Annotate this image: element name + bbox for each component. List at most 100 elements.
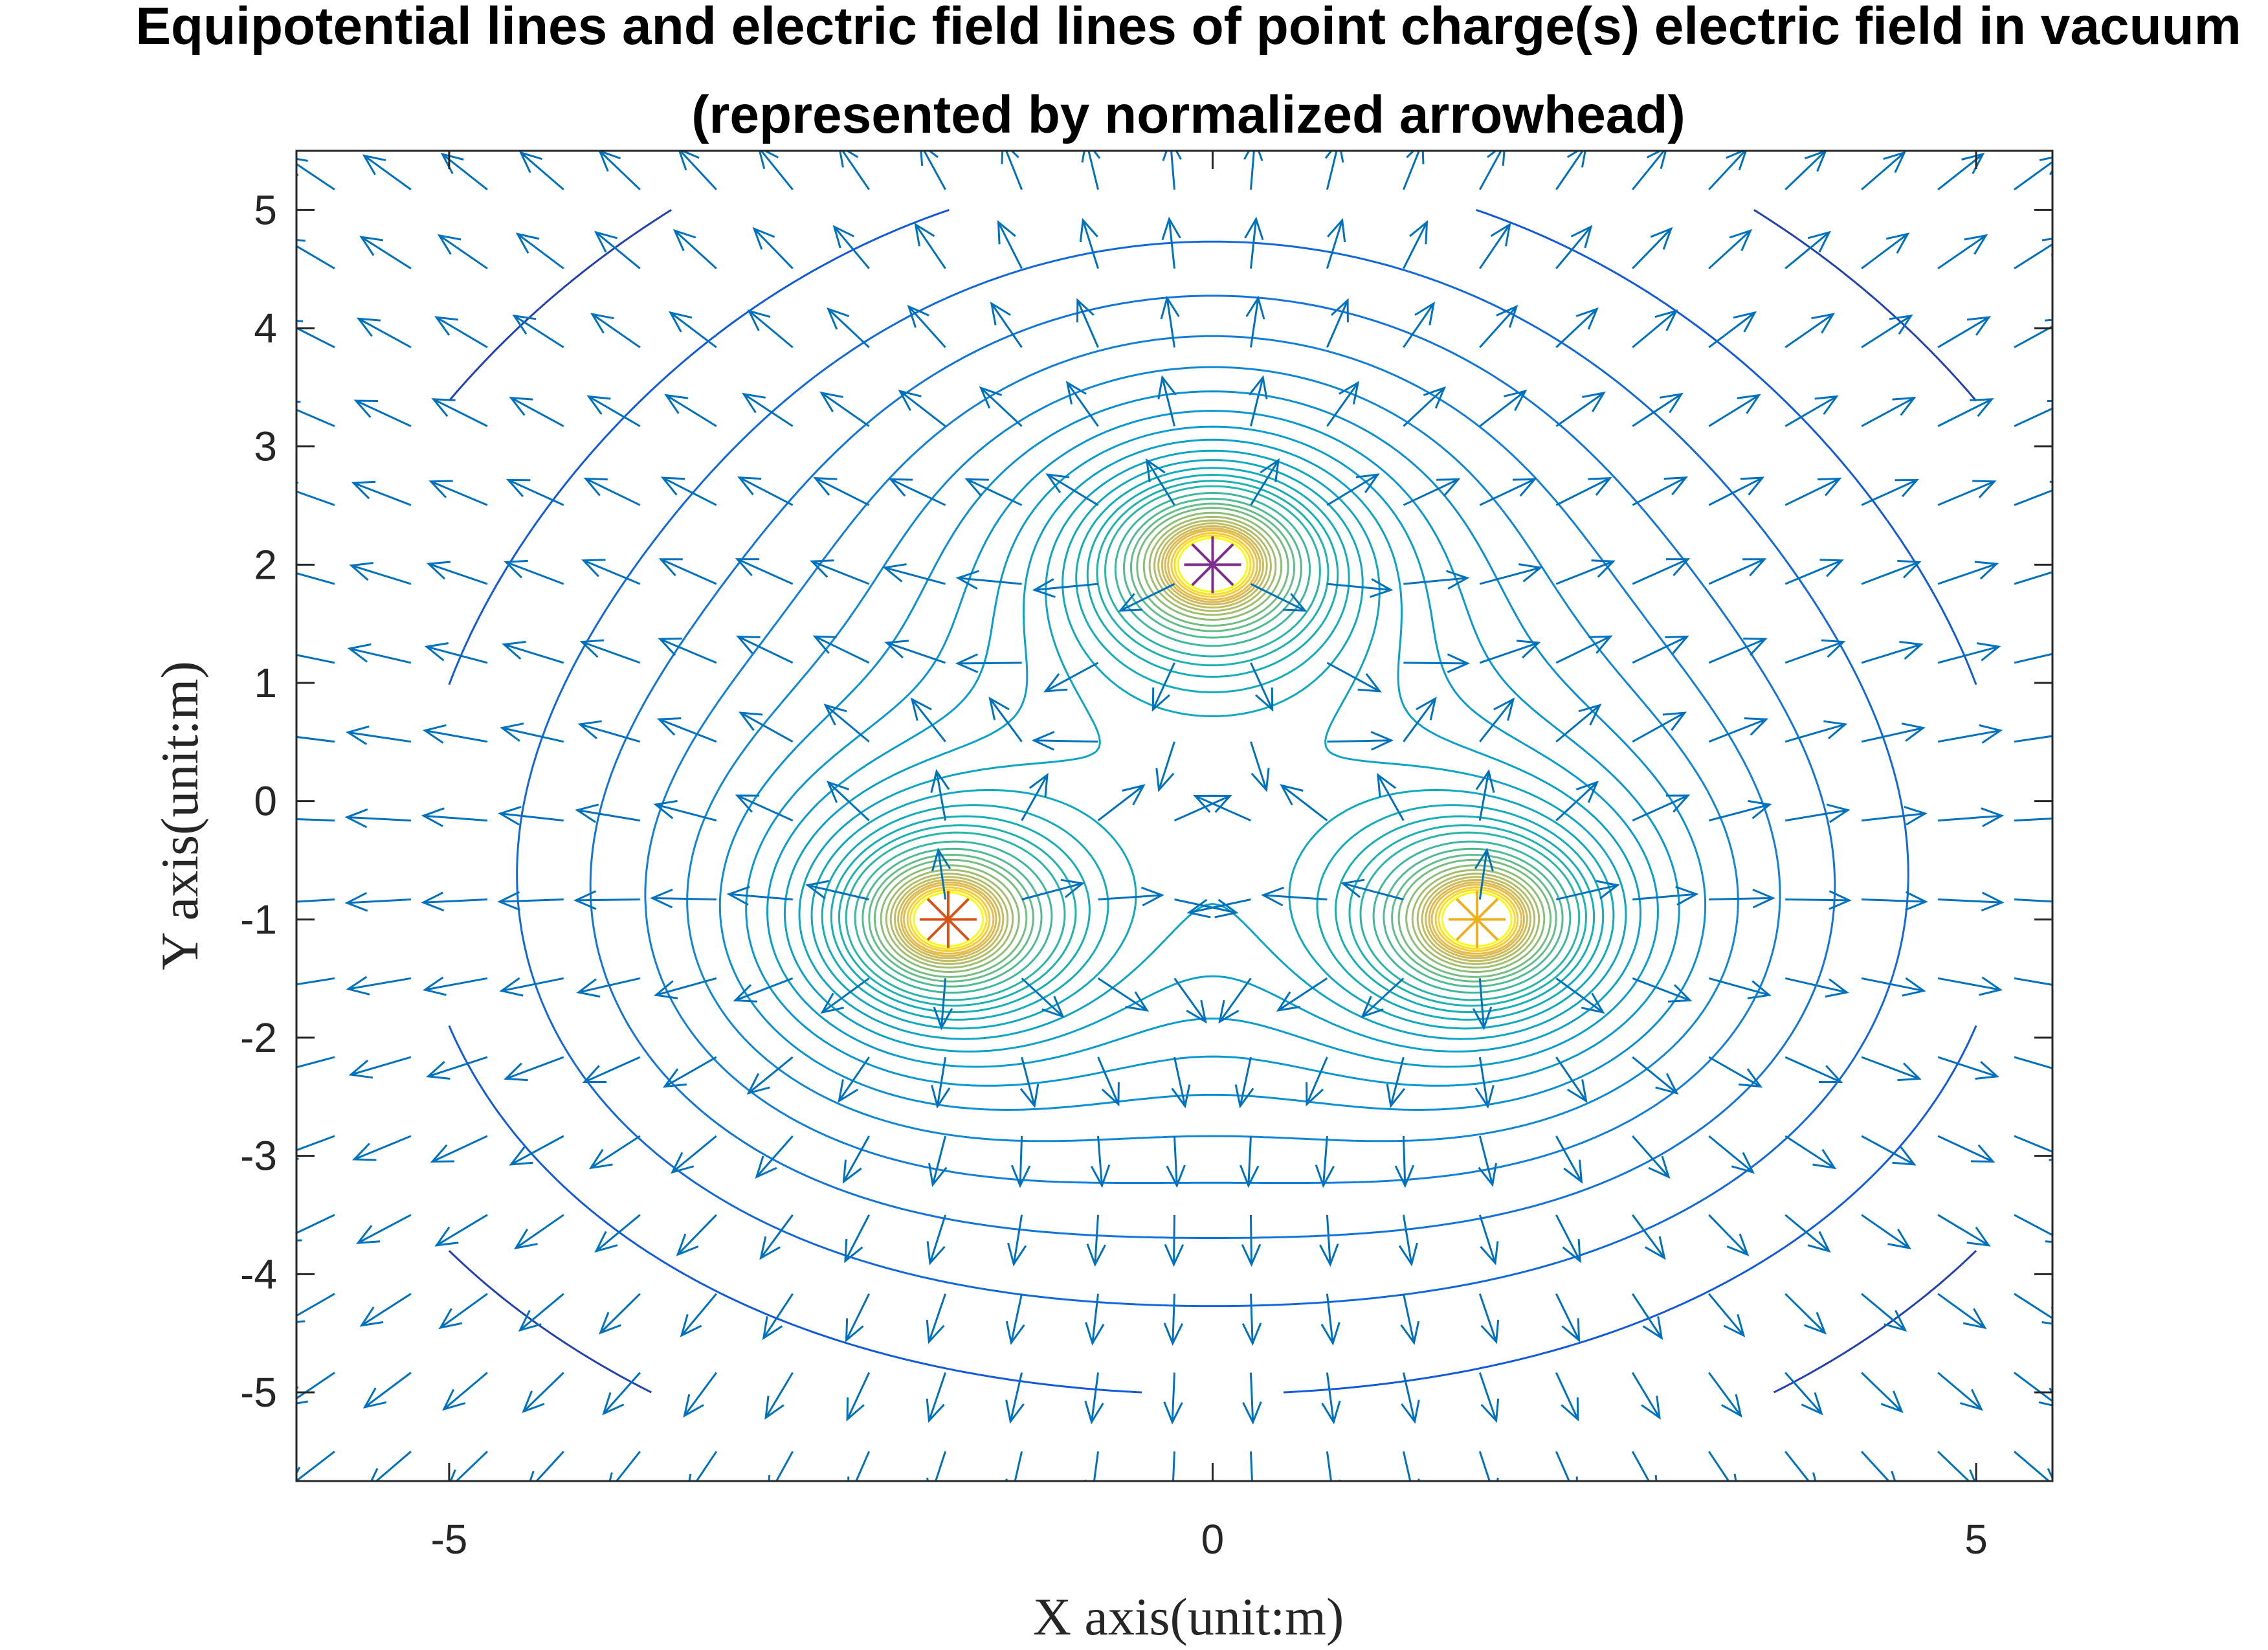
field-arrow: [1632, 1056, 1679, 1095]
field-arrow: [1632, 886, 1699, 906]
field-arrow: [653, 977, 717, 999]
field-arrow: [888, 478, 946, 506]
charge-marker: [1449, 891, 1506, 948]
field-arrow: [1043, 662, 1099, 693]
field-arrow: [1632, 1135, 1671, 1179]
field-arrow: [1479, 304, 1518, 348]
equipotential-line: [893, 522, 1531, 963]
field-arrow: [907, 304, 946, 348]
field-arrow: [1632, 794, 1691, 821]
field-arrow: [437, 234, 488, 270]
field-arrow: [1403, 570, 1470, 590]
field-arrow: [1166, 1135, 1186, 1188]
field-arrow: [1708, 638, 1768, 664]
field-arrow: [1708, 977, 1772, 999]
field-arrow: [2014, 1056, 2052, 1078]
field-arrow: [296, 1293, 335, 1323]
field-arrow: [1861, 805, 1928, 826]
equipotential-line: [862, 497, 1564, 988]
y-axis-ticks: 5 4 3 2 1 0 -1 -2 -3 -4 -5: [240, 186, 2052, 1416]
field-arrow: [594, 230, 641, 269]
field-arrow: [1860, 1451, 1896, 1481]
field-arrow: [1632, 151, 1667, 190]
field-arrow: [1186, 898, 1251, 919]
field-arrow: [1555, 391, 1606, 427]
field-arrow: [826, 780, 870, 821]
field-arrow: [1031, 731, 1098, 751]
field-arrow: [1403, 301, 1436, 348]
field-arrow: [434, 1214, 488, 1247]
equipotential-line: [766, 425, 1659, 1068]
field-arrow: [688, 1451, 718, 1481]
field-arrow: [1861, 314, 1913, 348]
field-arrow: [2014, 238, 2052, 270]
field-arrow: [1708, 229, 1753, 269]
field-arrow: [1161, 216, 1181, 269]
field-arrow: [755, 1135, 794, 1179]
field-arrow: [428, 480, 488, 506]
field-arrow: [650, 888, 717, 909]
field-arrow: [1861, 641, 1924, 664]
field-arrow: [1162, 151, 1182, 190]
field-arrow: [658, 638, 717, 664]
field-arrow: [1708, 799, 1772, 822]
field-arrow: [1005, 1451, 1023, 1481]
field-arrow: [1097, 977, 1150, 1012]
equipotential-line: [902, 530, 1523, 955]
field-arrow: [1478, 1214, 1499, 1265]
field-arrow: [1173, 977, 1207, 1024]
field-arrow: [1326, 1451, 1341, 1481]
field-arrow: [1861, 478, 1919, 506]
field-arrow: [660, 476, 717, 506]
field-arrow: [1218, 977, 1252, 1024]
field-arrow: [1097, 1056, 1120, 1107]
field-arrow: [2014, 652, 2052, 664]
field-arrow: [506, 478, 564, 506]
field-arrow: [1171, 1056, 1191, 1109]
field-arrow: [1164, 1214, 1184, 1267]
field-arrow: [1937, 1293, 1987, 1330]
y-tick-label: -5: [240, 1369, 277, 1416]
field-arrow: [1321, 1372, 1341, 1425]
field-arrow: [1479, 222, 1511, 269]
field-arrow: [1250, 662, 1274, 712]
field-arrow: [2014, 399, 2052, 427]
field-arrow: [819, 391, 870, 427]
field-arrow: [842, 1135, 871, 1184]
field-arrow: [726, 886, 793, 906]
field-arrow: [1084, 1372, 1104, 1425]
field-arrow: [928, 1135, 948, 1187]
field-arrow: [1479, 563, 1543, 585]
field-arrow: [823, 704, 870, 742]
field-arrow: [1472, 978, 1493, 1031]
field-arrow: [845, 1293, 871, 1343]
x-tick-label: 0: [1201, 1516, 1225, 1563]
field-arrow: [345, 725, 412, 745]
field-arrow: [1005, 1293, 1025, 1345]
field-arrow: [1163, 1451, 1182, 1481]
field-arrow: [2014, 562, 2052, 585]
field-arrow: [1861, 396, 1917, 427]
field-arrow: [1021, 878, 1085, 900]
field-arrow: [497, 891, 564, 911]
y-tick-label: 0: [254, 778, 277, 825]
field-arrow: [2014, 1372, 2052, 1407]
field-arrow: [1478, 1293, 1500, 1344]
field-arrow: [1555, 151, 1586, 190]
field-arrow: [1937, 1372, 1983, 1411]
equipotential-line: [913, 537, 1513, 948]
equipotential-line: [448, 208, 1977, 1394]
field-arrow: [1861, 232, 1910, 270]
field-arrow: [1243, 151, 1263, 190]
y-tick-label: 4: [254, 305, 277, 351]
field-arrow: [2014, 480, 2052, 506]
equipotential-line: [798, 449, 1627, 1040]
field-arrow: [353, 399, 412, 427]
field-arrow: [1479, 478, 1537, 506]
field-arrow: [590, 313, 641, 348]
field-arrow: [1708, 394, 1761, 427]
field-arrow: [1632, 635, 1689, 664]
field-arrow: [581, 559, 641, 585]
equipotential-line: [838, 480, 1587, 1007]
field-arrow: [930, 768, 950, 821]
